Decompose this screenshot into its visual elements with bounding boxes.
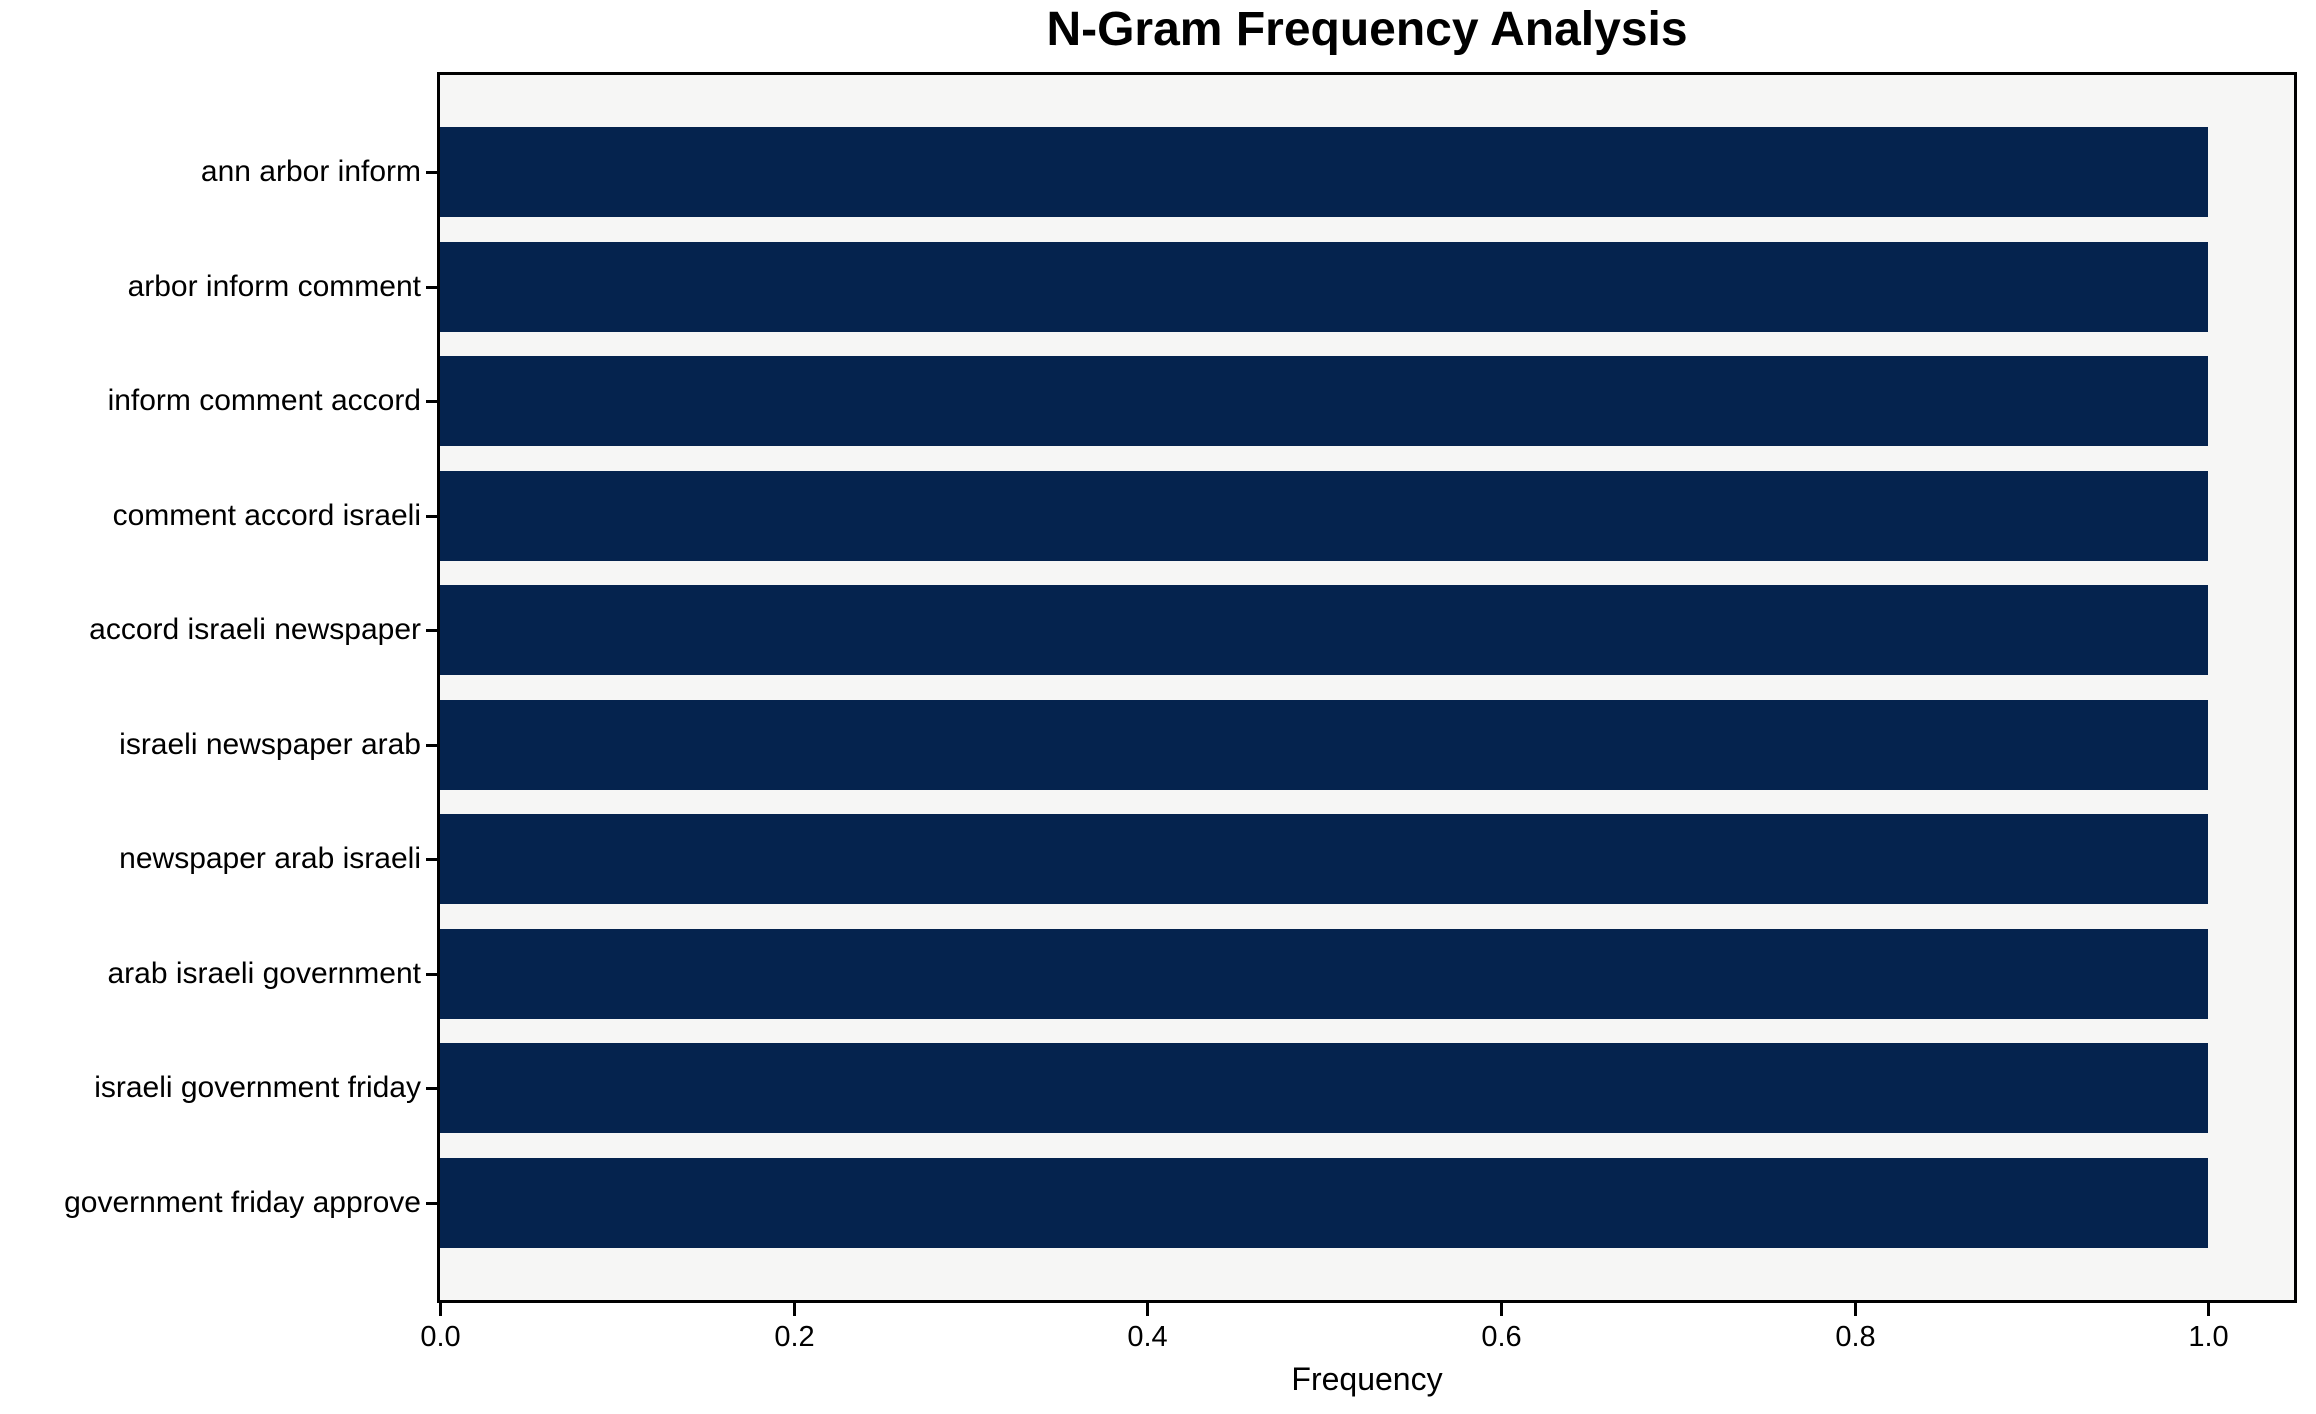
bar: [440, 814, 2208, 904]
y-axis-label: comment accord israeli: [112, 499, 421, 532]
y-axis-label: government friday approve: [64, 1186, 421, 1219]
bar: [440, 127, 2208, 217]
y-axis-label: accord israeli newspaper: [89, 613, 421, 646]
x-tick: [2207, 1303, 2210, 1316]
y-axis-label: ann arbor inform: [200, 155, 421, 188]
x-tick-label: 0.2: [774, 1321, 815, 1353]
bar: [440, 1158, 2208, 1248]
y-tick: [426, 1202, 437, 1205]
bar: [440, 585, 2208, 675]
x-tick-label: 0.6: [1481, 1321, 1522, 1353]
x-tick: [1500, 1303, 1503, 1316]
x-tick-label: 0.4: [1127, 1321, 1168, 1353]
x-axis-label: Frequency: [1291, 1361, 1443, 1397]
bar: [440, 929, 2208, 1019]
bar: [440, 471, 2208, 561]
y-tick: [426, 286, 437, 289]
y-tick: [426, 858, 437, 861]
chart-title: N-Gram Frequency Analysis: [1046, 3, 1688, 56]
y-axis-label: israeli government friday: [94, 1071, 421, 1104]
x-tick-label: 0.8: [1835, 1321, 1876, 1353]
y-axis-label: israeli newspaper arab: [119, 728, 421, 761]
y-tick: [426, 629, 437, 632]
y-tick: [426, 171, 437, 174]
y-tick: [426, 515, 437, 518]
y-tick: [426, 973, 437, 976]
x-tick: [439, 1303, 442, 1316]
plot-area: [437, 72, 2297, 1303]
x-tick: [1146, 1303, 1149, 1316]
x-tick-label: 0.0: [420, 1321, 461, 1353]
y-axis-label: inform comment accord: [107, 384, 421, 417]
y-axis-label: arab israeli government: [107, 957, 422, 990]
bar: [440, 356, 2208, 446]
x-tick: [1854, 1303, 1857, 1316]
bar: [440, 700, 2208, 790]
x-tick-label: 1.0: [2188, 1321, 2229, 1353]
y-tick: [426, 400, 437, 403]
y-tick: [426, 1087, 437, 1090]
y-axis-label: newspaper arab israeli: [119, 842, 421, 875]
bar: [440, 1043, 2208, 1133]
x-tick: [793, 1303, 796, 1316]
bar: [440, 242, 2208, 332]
y-axis-label: arbor inform comment: [127, 270, 421, 303]
y-tick: [426, 744, 437, 747]
